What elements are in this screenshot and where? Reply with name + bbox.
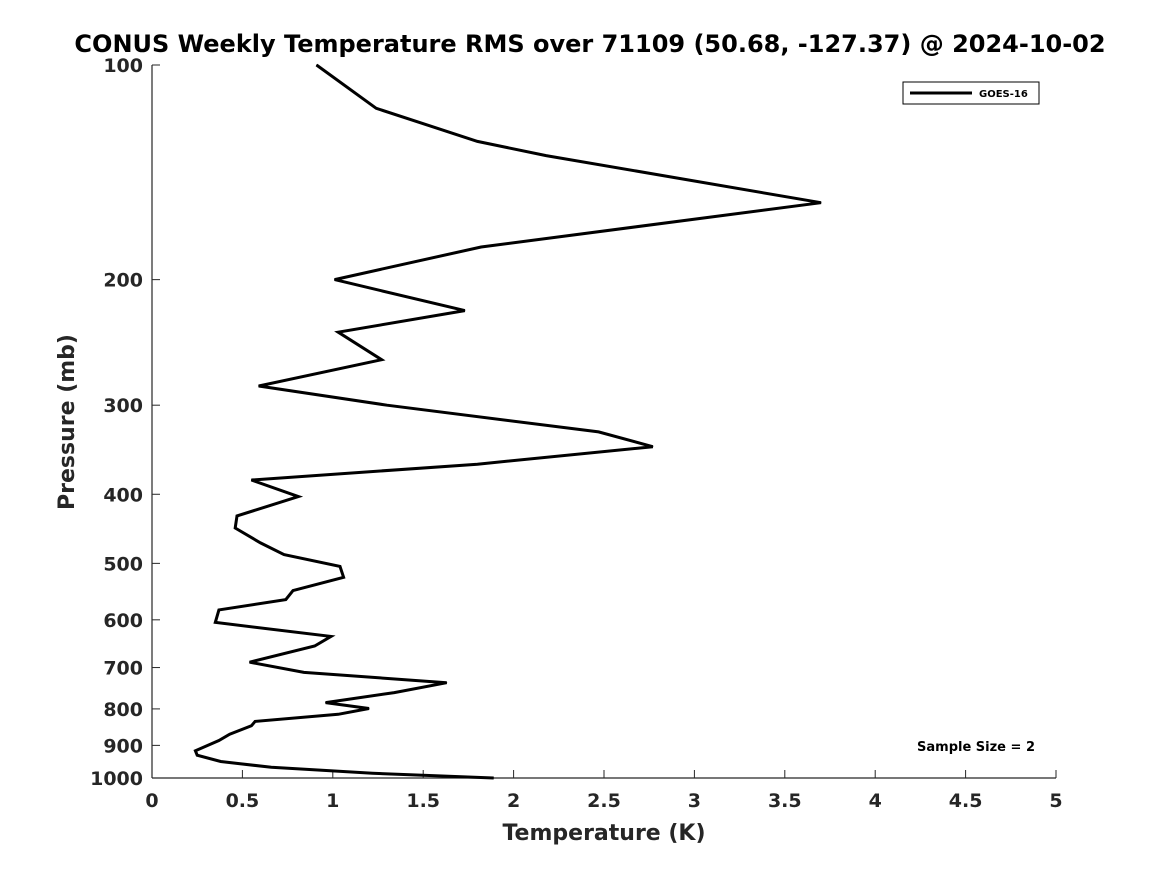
data-point bbox=[249, 661, 251, 663]
data-point bbox=[283, 554, 285, 556]
data-point bbox=[337, 713, 339, 715]
x-tick-label: 4.5 bbox=[949, 790, 983, 812]
data-point bbox=[480, 246, 482, 248]
data-point bbox=[325, 702, 327, 704]
series-line-goes-16 bbox=[193, 63, 822, 780]
data-point bbox=[337, 331, 339, 333]
x-tick-label: 1.5 bbox=[406, 790, 440, 812]
data-point bbox=[598, 431, 600, 433]
data-point bbox=[375, 107, 377, 109]
series-group bbox=[193, 63, 822, 780]
x-tick-label: 3 bbox=[688, 790, 701, 812]
x-tick-label: 3.5 bbox=[768, 790, 802, 812]
data-point bbox=[297, 496, 299, 498]
x-tick-label: 0.5 bbox=[226, 790, 260, 812]
data-point bbox=[194, 750, 196, 752]
data-point bbox=[259, 542, 261, 544]
data-point bbox=[820, 202, 822, 204]
x-axis-label: Temperature (K) bbox=[502, 821, 705, 846]
data-point bbox=[476, 463, 478, 465]
x-tick-label: 2 bbox=[507, 790, 520, 812]
data-point bbox=[250, 479, 252, 481]
y-tick-label: 1000 bbox=[90, 768, 143, 790]
data-point bbox=[196, 754, 198, 756]
data-point bbox=[218, 609, 220, 611]
x-tick-label: 4 bbox=[869, 790, 882, 812]
data-point bbox=[381, 359, 383, 361]
data-point bbox=[446, 682, 448, 684]
y-axis-label: Pressure (mb) bbox=[55, 334, 80, 510]
data-point bbox=[220, 760, 222, 762]
data-point bbox=[270, 766, 272, 768]
y-tick-label: 400 bbox=[103, 484, 143, 506]
x-tick-label: 0 bbox=[145, 790, 158, 812]
legend-label-goes-16: GOES-16 bbox=[979, 89, 1028, 100]
data-point bbox=[334, 279, 336, 281]
data-point bbox=[493, 777, 495, 779]
data-point bbox=[368, 708, 370, 710]
data-point bbox=[652, 446, 654, 448]
data-point bbox=[372, 772, 374, 774]
y-tick-label: 300 bbox=[103, 395, 143, 417]
y-tick-label: 900 bbox=[103, 735, 143, 757]
data-point bbox=[476, 140, 478, 142]
data-point bbox=[545, 155, 547, 157]
y-tick-label: 700 bbox=[103, 658, 143, 680]
sample-size-annotation: Sample Size = 2 bbox=[917, 740, 1035, 755]
data-point bbox=[339, 565, 341, 567]
data-point bbox=[343, 576, 345, 578]
data-point bbox=[258, 385, 260, 387]
data-point bbox=[330, 635, 332, 637]
data-point bbox=[314, 645, 316, 647]
y-tick-label: 100 bbox=[103, 55, 143, 77]
data-point bbox=[386, 404, 388, 406]
y-tick-label: 800 bbox=[103, 699, 143, 721]
data-point bbox=[393, 692, 395, 694]
x-tick-label: 5 bbox=[1049, 790, 1062, 812]
data-point bbox=[464, 310, 466, 312]
data-point bbox=[254, 720, 256, 722]
data-point bbox=[316, 64, 318, 66]
data-point bbox=[218, 740, 220, 742]
legend: GOES-16 bbox=[902, 81, 1040, 105]
data-point bbox=[236, 515, 238, 517]
chart-title: CONUS Weekly Temperature RMS over 71109 … bbox=[74, 30, 1105, 58]
data-point bbox=[229, 733, 231, 735]
y-tick-label: 500 bbox=[103, 553, 143, 575]
data-point bbox=[303, 671, 305, 673]
x-tick-label: 1 bbox=[326, 790, 339, 812]
data-point bbox=[285, 599, 287, 601]
x-tick-label: 2.5 bbox=[587, 790, 621, 812]
data-point bbox=[234, 527, 236, 529]
axes: 0 0.5 1 1.5 2 2.5 3 3.5 4 4.5 5 100 200 300 400 500 600 7… bbox=[90, 55, 1063, 812]
data-point bbox=[214, 621, 216, 623]
data-point bbox=[250, 725, 252, 727]
data-point bbox=[292, 590, 294, 592]
y-tick-label: 200 bbox=[103, 270, 143, 292]
y-tick-label: 600 bbox=[103, 610, 143, 632]
